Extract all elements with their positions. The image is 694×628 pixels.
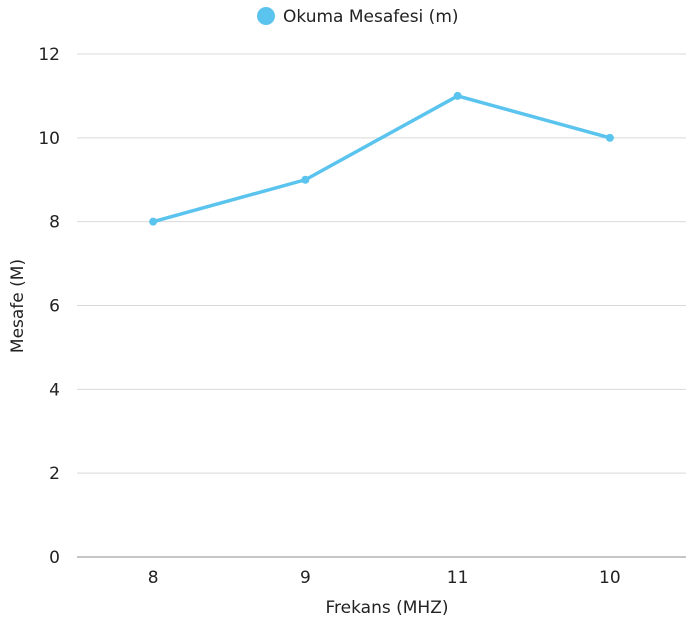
- legend-label: Okuma Mesafesi (m): [283, 7, 459, 27]
- data-point[interactable]: [149, 217, 158, 226]
- legend[interactable]: Okuma Mesafesi (m): [257, 7, 459, 27]
- x-tick-label: 9: [300, 568, 311, 588]
- gridlines: [77, 53, 686, 474]
- x-tick-label: 10: [599, 568, 621, 588]
- y-tick-label: 12: [38, 45, 60, 65]
- legend-swatch: [257, 7, 275, 25]
- y-tick-label: 4: [49, 380, 60, 400]
- series-group: [149, 91, 614, 226]
- data-point[interactable]: [301, 175, 310, 184]
- y-tick-label: 0: [49, 548, 60, 568]
- y-axis-ticks: 0 2 4 6 8 10 12: [38, 45, 60, 568]
- x-axis-title: Frekans (MHZ): [326, 598, 449, 618]
- x-tick-label: 11: [447, 568, 469, 588]
- x-tick-label: 8: [148, 568, 159, 588]
- series-line: [151, 94, 612, 224]
- y-tick-label: 10: [38, 129, 60, 149]
- x-axis-ticks: 8 9 11 10: [148, 568, 621, 588]
- y-axis-title: Mesafe (M): [8, 259, 28, 353]
- data-point[interactable]: [605, 133, 614, 142]
- data-point[interactable]: [453, 91, 462, 100]
- y-tick-label: 8: [49, 213, 60, 233]
- y-tick-label: 6: [49, 297, 60, 317]
- y-tick-label: 2: [49, 464, 60, 484]
